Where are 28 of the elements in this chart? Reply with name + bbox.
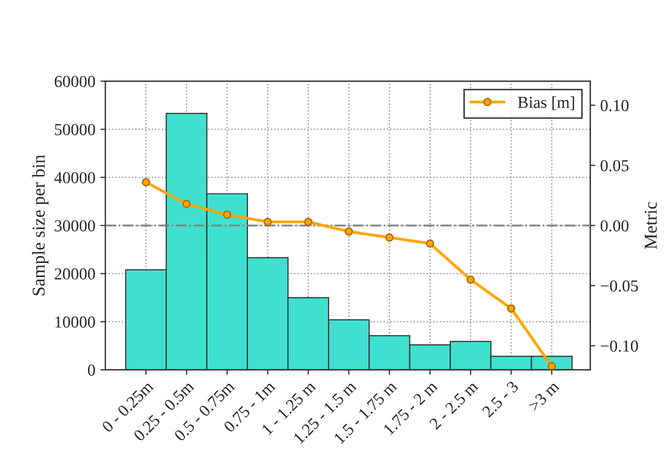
y2-tick-label: 0.05 — [600, 160, 629, 172]
point — [426, 239, 434, 248]
y-tick-label: 0 — [88, 364, 96, 376]
point — [385, 233, 394, 242]
y-tick-label: 10000 — [55, 316, 96, 328]
y2-tick-label: −0.05 — [600, 280, 638, 292]
legend-label: Bias [m] — [518, 96, 574, 110]
point — [344, 227, 354, 236]
y2-tick-label: 0.10 — [600, 100, 629, 112]
y-axis-title: Sample size per bin — [32, 154, 48, 296]
x-tick-label: >3 m — [528, 380, 560, 412]
point — [182, 200, 191, 208]
y-tick-label: 20000 — [54, 268, 96, 280]
point — [304, 218, 312, 226]
y2-tick-label: 0.00 — [600, 220, 629, 232]
y-tick-label: 30000 — [54, 220, 96, 232]
point — [466, 275, 475, 284]
point — [222, 210, 232, 219]
point — [142, 178, 150, 186]
y-tick-label: 60000 — [54, 76, 96, 88]
point — [264, 218, 272, 226]
point — [507, 304, 516, 313]
y-tick-label: 50000 — [54, 124, 96, 136]
x-tick-label: 2.5 - 3 — [482, 380, 520, 418]
point — [548, 362, 556, 370]
y-tick-label: 40000 — [54, 172, 96, 184]
y2-tick-label: −0.10 — [600, 340, 638, 352]
y2-axis-title: Metric — [644, 202, 657, 250]
